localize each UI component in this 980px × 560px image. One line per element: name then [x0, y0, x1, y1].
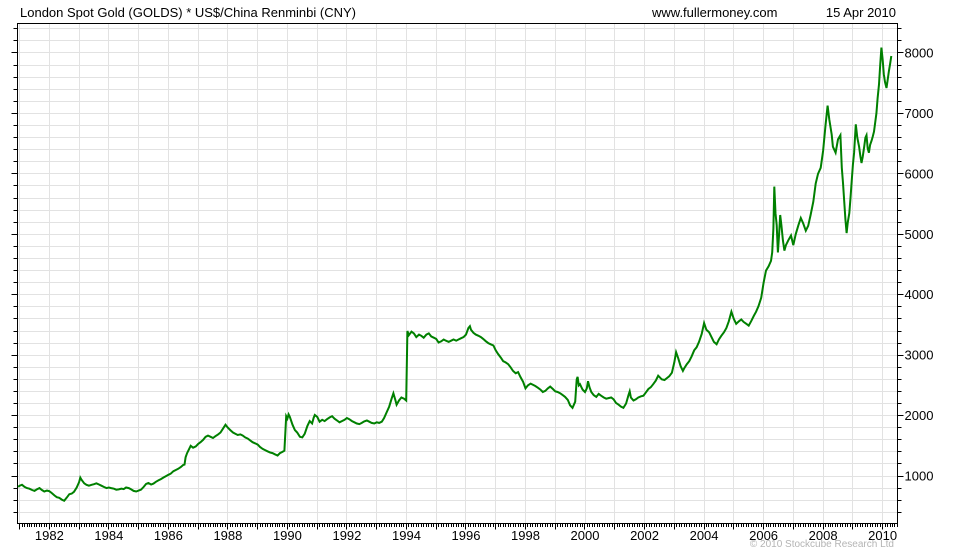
- y-axis-label: 1000: [905, 469, 934, 484]
- website-text: www.fullermoney.com: [652, 5, 778, 20]
- chart-title: London Spot Gold (GOLDS) * US$/China Ren…: [20, 5, 356, 20]
- x-axis-label: 2000: [571, 528, 600, 543]
- plot-border: [17, 23, 898, 524]
- x-axis-label: 1990: [273, 528, 302, 543]
- chart-date: 15 Apr 2010: [825, 5, 896, 20]
- copyright-notice: © 2010 Stockcube Research Ltd: [749, 539, 894, 550]
- x-axis-label: 2008: [809, 528, 838, 543]
- y-axis-label: 4000: [905, 287, 934, 302]
- y-axis-label: 2000: [905, 408, 934, 423]
- x-axis-label: 1998: [511, 528, 540, 543]
- y-axis-label: 6000: [905, 166, 934, 181]
- x-axis-label: 2004: [690, 528, 719, 543]
- x-axis-label: 1986: [154, 528, 183, 543]
- y-axis-label: 3000: [905, 348, 934, 363]
- x-axis-label: 2010: [868, 528, 897, 543]
- price-line-gold-cny: [17, 47, 893, 503]
- x-axis-label: 1994: [392, 528, 421, 543]
- x-axis-labels: 1982 1984 1986 1988 1990 1992 1994 1996 1998 2000…: [35, 528, 897, 543]
- y-axis-label: 5000: [905, 227, 934, 242]
- x-axis-label: 1984: [94, 528, 123, 543]
- x-axis-label: 2002: [630, 528, 659, 543]
- x-axis-label: 1988: [213, 528, 242, 543]
- x-axis-label: 1992: [332, 528, 361, 543]
- x-axis-label: 2006: [749, 528, 778, 543]
- y-axis-labels: 1000 2000 3000 4000 5000 6000 7000 8000: [905, 45, 934, 483]
- x-axis-label: 1996: [452, 528, 481, 543]
- grid-lines: [17, 23, 898, 524]
- axis-ticks: [11, 28, 904, 530]
- y-axis-label: 7000: [905, 106, 934, 121]
- y-axis-label: 8000: [905, 45, 934, 60]
- x-axis-label: 1982: [35, 528, 64, 543]
